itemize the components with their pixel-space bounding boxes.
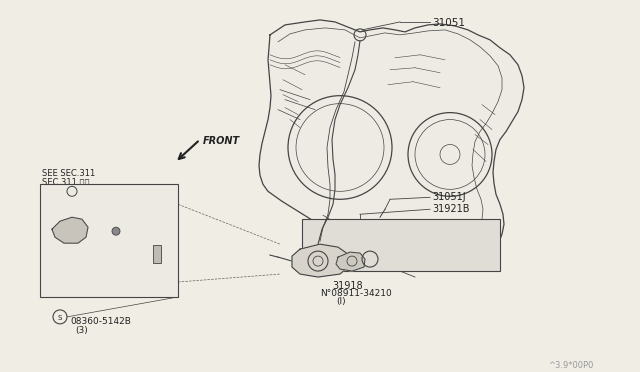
Text: SEE SEC.311: SEE SEC.311	[42, 169, 95, 179]
Bar	[302, 219, 500, 271]
Text: 31051J: 31051J	[432, 192, 466, 202]
Text: (I): (I)	[336, 297, 346, 306]
Text: N°08911-34210: N°08911-34210	[320, 289, 392, 298]
Text: (3): (3)	[75, 326, 88, 335]
Bar	[40, 185, 178, 297]
Text: FRONT: FRONT	[203, 135, 240, 145]
Text: 08360-5142B: 08360-5142B	[70, 317, 131, 326]
Polygon shape	[52, 217, 88, 243]
Bar	[153, 245, 161, 263]
Text: SEC.311 参照: SEC.311 参照	[42, 177, 90, 186]
Polygon shape	[292, 244, 348, 277]
Polygon shape	[259, 20, 524, 271]
Text: ^3.9*00P0: ^3.9*00P0	[548, 361, 593, 370]
Polygon shape	[336, 252, 365, 271]
Text: N: N	[367, 256, 373, 264]
Text: 31051: 31051	[432, 18, 465, 28]
Text: S: S	[58, 315, 62, 321]
Text: 31918: 31918	[332, 281, 363, 291]
Text: 31921B: 31921B	[432, 204, 470, 214]
Circle shape	[112, 227, 120, 235]
